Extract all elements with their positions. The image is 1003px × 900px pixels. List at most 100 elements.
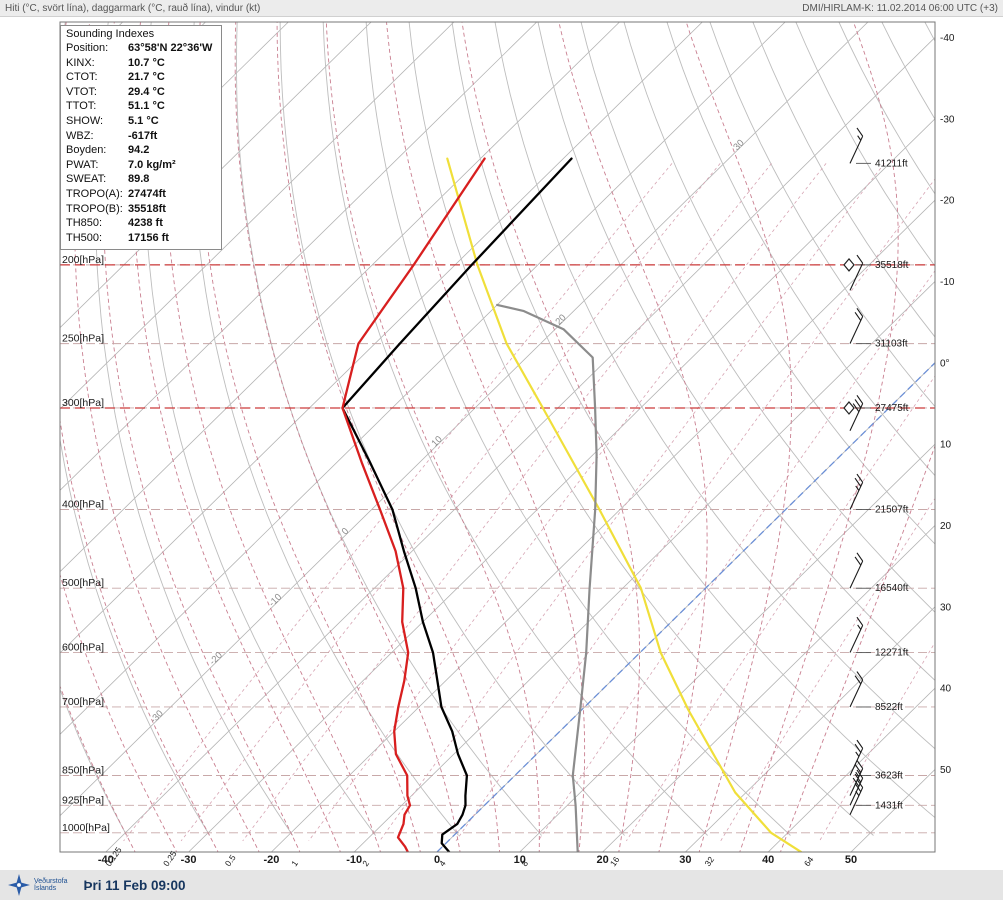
svg-text:1: 1 [289, 858, 300, 868]
sounding-index-row: PWAT: 7.0 kg/m² [66, 158, 216, 173]
sounding-index-value: 7.0 kg/m² [128, 158, 176, 171]
svg-text:200[hPa]: 200[hPa] [62, 254, 104, 266]
svg-text:40: 40 [762, 854, 774, 866]
svg-text:700[hPa]: 700[hPa] [62, 696, 104, 708]
sounding-index-label: SHOW: [66, 114, 104, 127]
sounding-index-row: TROPO(B): 35518ft [66, 202, 216, 217]
svg-text:64: 64 [802, 854, 816, 868]
sounding-index-label: SWEAT: [66, 173, 107, 186]
svg-text:-40: -40 [940, 33, 955, 44]
svg-text:8: 8 [519, 858, 530, 868]
sounding-index-label: TROPO(B): [66, 202, 123, 215]
sounding-index-row: WBZ: -617ft [66, 129, 216, 144]
wind-barb [849, 254, 864, 291]
svg-text:250[hPa]: 250[hPa] [62, 333, 104, 345]
svg-text:850[hPa]: 850[hPa] [62, 764, 104, 776]
org-name-line1: Veðurstofa [34, 877, 68, 885]
sounding-index-row: TTOT: 51.1 °C [66, 99, 216, 114]
svg-text:20: 20 [940, 521, 952, 532]
svg-text:0: 0 [340, 526, 352, 538]
temperature-curve [341, 157, 573, 852]
svg-text:16: 16 [608, 854, 622, 868]
svg-text:0: 0 [434, 854, 440, 866]
yellow-curve [446, 157, 803, 852]
svg-text:21507ft: 21507ft [875, 504, 909, 515]
sounding-index-value: -617ft [128, 129, 158, 142]
svg-text:-10: -10 [346, 854, 362, 866]
wind-barb [849, 671, 864, 708]
dewpoint-curve [341, 157, 486, 852]
wind-barb [849, 473, 864, 510]
sounding-index-label: TH500: [66, 231, 103, 244]
wind-barb [849, 395, 864, 431]
wind-barb [849, 307, 864, 344]
wind-barb [849, 127, 864, 164]
wind-barb [849, 552, 864, 589]
svg-text:500[hPa]: 500[hPa] [62, 577, 104, 589]
sounding-index-label: TTOT: [66, 100, 97, 113]
svg-text:16540ft: 16540ft [875, 583, 909, 594]
sounding-index-row: KINX: 10.7 °C [66, 56, 216, 71]
sounding-index-row: SWEAT: 89.8 [66, 172, 216, 187]
svg-text:40: 40 [940, 684, 952, 695]
sounding-index-row: CTOT: 21.7 °C [66, 70, 216, 85]
tropopause-marker-icon [843, 401, 855, 415]
svg-text:-30: -30 [148, 708, 165, 725]
sounding-index-row: Position: 63°58'N 22°36'W [66, 41, 216, 56]
svg-text:50: 50 [940, 765, 952, 776]
sounding-index-label: WBZ: [66, 129, 94, 142]
svg-text:400[hPa]: 400[hPa] [62, 498, 104, 510]
svg-text:-30: -30 [181, 854, 197, 866]
sounding-index-value: 10.7 °C [128, 56, 165, 69]
sounding-index-value: 35518ft [128, 202, 166, 215]
svg-text:1431ft: 1431ft [875, 800, 903, 811]
sounding-index-row: VTOT: 29.4 °C [66, 85, 216, 100]
svg-text:3623ft: 3623ft [875, 770, 903, 781]
svg-text:1000[hPa]: 1000[hPa] [62, 822, 110, 834]
svg-text:10: 10 [430, 434, 445, 449]
svg-text:10: 10 [940, 440, 952, 451]
sounding-index-value: 17156 ft [128, 231, 169, 244]
sounding-indexes-title: Sounding Indexes [66, 28, 155, 40]
wind-barb [849, 616, 864, 653]
svg-text:8522ft: 8522ft [875, 702, 903, 713]
wind-barb [849, 779, 864, 815]
sounding-index-value: 63°58'N 22°36'W [128, 42, 213, 54]
sounding-index-row: TROPO(A): 27474ft [66, 187, 216, 202]
sounding-index-value: 27474ft [128, 187, 166, 200]
sounding-index-value: 51.1 °C [128, 100, 165, 113]
svg-text:-10: -10 [940, 277, 955, 288]
sounding-indexes-table: Position: 63°58'N 22°36'W KINX: 10.7 °C CTOT… [66, 41, 216, 245]
sounding-index-label: CTOT: [66, 71, 98, 84]
tropopause-marker-icon [843, 257, 855, 272]
vedurstofa-logo-icon [8, 874, 30, 896]
svg-text:925[hPa]: 925[hPa] [62, 794, 104, 806]
sounding-index-value: 4238 ft [128, 217, 163, 230]
sounding-index-label: TROPO(A): [66, 187, 123, 200]
svg-text:30: 30 [679, 854, 691, 866]
sounding-index-label: TH850: [66, 217, 103, 230]
svg-text:0.5: 0.5 [223, 853, 238, 869]
svg-text:4: 4 [437, 858, 448, 868]
svg-text:-30: -30 [940, 114, 955, 125]
sounding-index-value: 29.4 °C [128, 85, 165, 98]
header-model-run-label: DMI/HIRLAM-K: 11.02.2014 06:00 UTC (+3) [802, 2, 998, 14]
svg-text:300[hPa]: 300[hPa] [62, 397, 104, 409]
svg-text:-40: -40 [98, 854, 114, 866]
svg-text:50: 50 [845, 854, 857, 866]
org-name: Veðurstofa Íslands [34, 878, 67, 893]
sounding-index-value: 5.1 °C [128, 114, 159, 127]
sounding-index-row: SHOW: 5.1 °C [66, 114, 216, 129]
wind-barbs [843, 127, 864, 815]
svg-text:-10: -10 [267, 592, 284, 609]
svg-text:-20: -20 [263, 854, 279, 866]
header-bar: Hiti (°C, svört lína), daggarmark (°C, r… [0, 0, 1003, 17]
sounding-index-value: 94.2 [128, 144, 150, 157]
svg-text:41211ft: 41211ft [875, 158, 908, 169]
svg-text:35518ft: 35518ft [875, 260, 909, 271]
sounding-curves [341, 157, 803, 852]
sounding-index-label: VTOT: [66, 85, 97, 98]
footer-datetime-label: Þri 11 Feb 09:00 [83, 877, 186, 893]
svg-text:10: 10 [514, 854, 526, 866]
sounding-indexes-box: Sounding Indexes Position: 63°58'N 22°36'… [60, 25, 222, 251]
